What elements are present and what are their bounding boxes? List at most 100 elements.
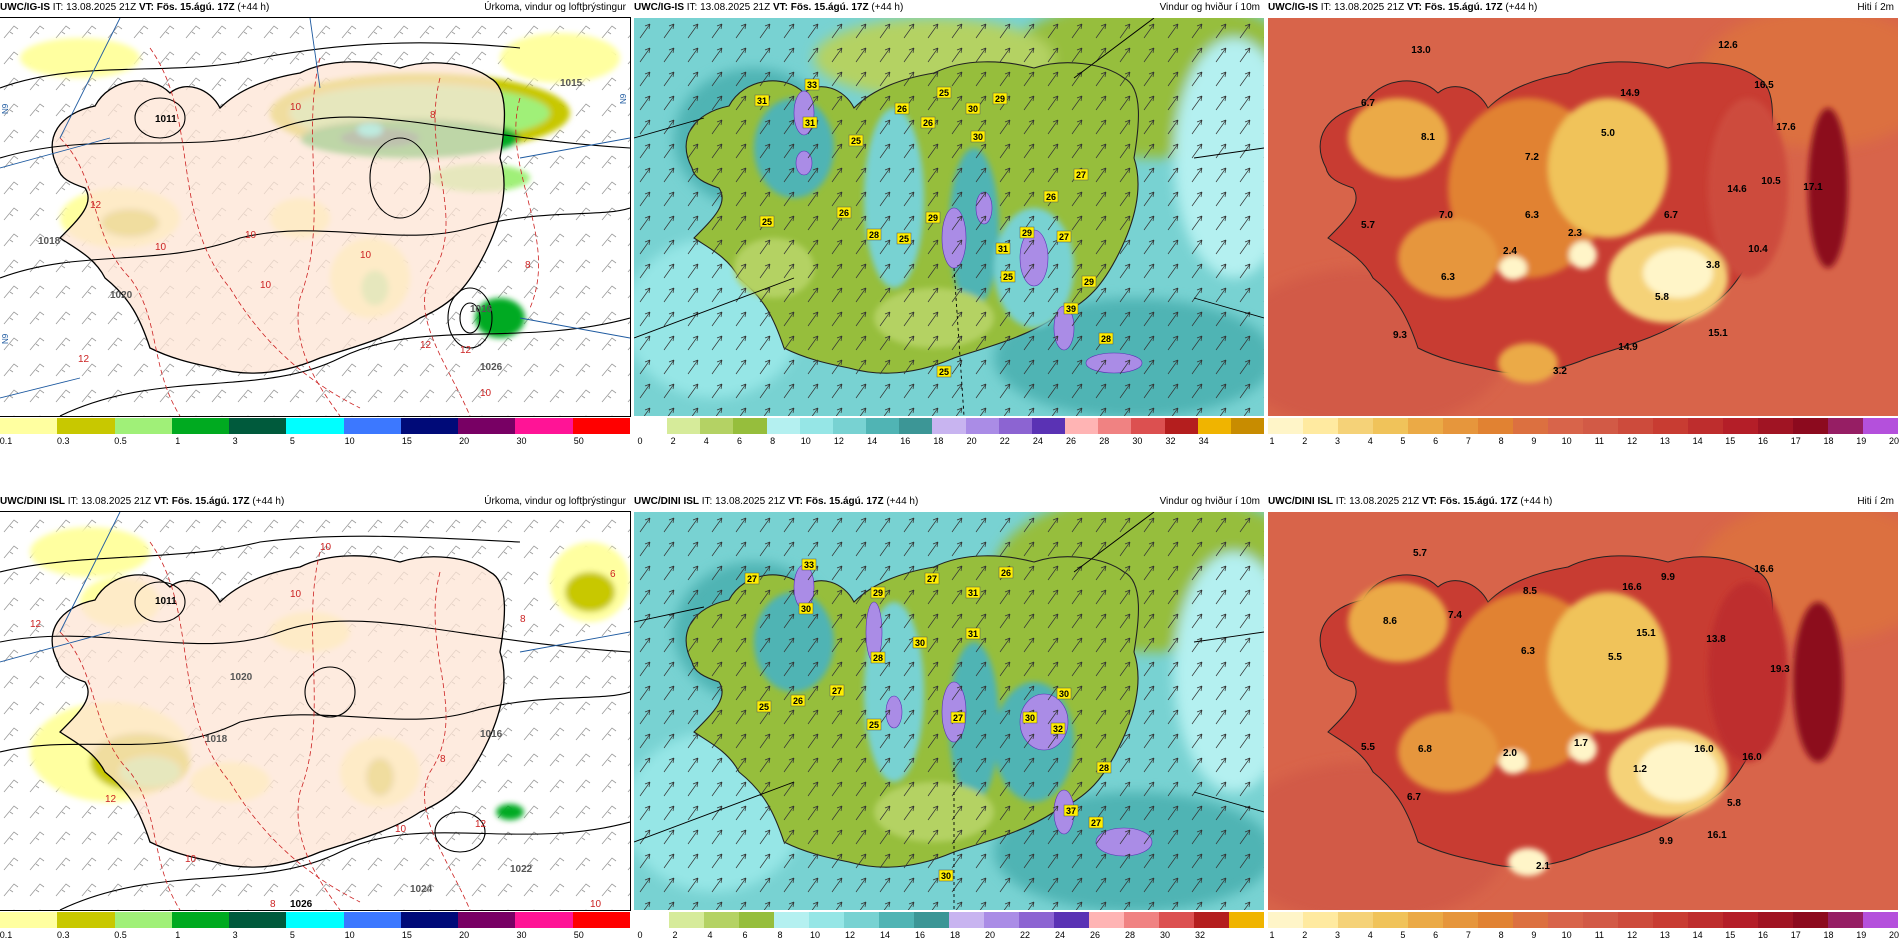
wind-labels: 33 27 30 29 27 31 26 31 28 30 25 26 27 25 30 27 30 32 28 37… [744, 558, 1112, 882]
temp-colorbar-ticks: 1 2 3 4 5 6 7 8 9 10 11 12 13 14 15 16 17 18 19 20 [1268, 930, 1899, 942]
precip-colorbar-ticks: 0.1 0.3 0.5 1 3 5 10 15 20 30 50 [0, 930, 630, 942]
temp-map: 5.7 9.9 16.6 8.5 16.6 7.4 8.6 5.5 15.1 13.8 6.3 19.… [1268, 512, 1898, 910]
colorbar-swatch [1793, 912, 1828, 928]
svg-text:26: 26 [793, 696, 803, 706]
svg-text:26: 26 [923, 118, 933, 128]
colorbar-swatch [1618, 418, 1653, 434]
colorbar-tick: 10 [800, 436, 811, 446]
colorbar-tick: 24 [1054, 930, 1066, 940]
wind-value-label: 30 [798, 602, 814, 615]
isobar-label: 1016 [480, 729, 503, 740]
lead-time: (+44 h) [1520, 496, 1553, 507]
colorbar-swatch [844, 912, 879, 928]
model-name: UWC/IG-IS [634, 2, 684, 13]
colorbar-swatch [1653, 912, 1688, 928]
colorbar-tick: 3 [1334, 930, 1340, 940]
colorbar-swatch [739, 912, 774, 928]
colorbar-tick: 22 [999, 436, 1010, 446]
colorbar-tick: 12 [1627, 930, 1638, 940]
graticule [0, 18, 630, 399]
colorbar-tick: 13 [1659, 436, 1670, 446]
temp-value-label: 5.8 [1727, 798, 1741, 809]
temp-value-label: 5.5 [1608, 652, 1622, 663]
isotherm-label: 10 [480, 388, 492, 399]
temp-value-label: 6.3 [1441, 272, 1455, 283]
colorbar-tick: 5 [289, 930, 295, 940]
isotherm-label: 12 [90, 200, 102, 211]
isobars [0, 42, 630, 416]
isotherm-label: 12 [78, 354, 90, 365]
wind-value-label: 25 [848, 134, 864, 147]
colorbar-tick: 12 [833, 436, 844, 446]
svg-text:27: 27 [747, 574, 757, 584]
temp-value-label: 6.3 [1521, 646, 1535, 657]
variable-title: Úrkoma, vindur og loftþrýstingur [484, 2, 626, 13]
temp-value-label: 14.6 [1727, 184, 1747, 195]
colorbar-swatch [572, 912, 630, 928]
temp-value-label: 2.4 [1503, 246, 1517, 257]
wind-value-label: 26 [790, 694, 806, 707]
colorbar-swatch [1089, 912, 1124, 928]
graticule [634, 512, 1264, 910]
isotherm-label: 10 [395, 824, 407, 835]
colorbar-tick: 14 [879, 930, 891, 940]
svg-text:25: 25 [869, 720, 879, 730]
colorbar-swatch [1197, 418, 1231, 434]
precip-map: 1011 1020 1026 1024 1022 1016 1018 12 10… [0, 511, 631, 911]
panel-header: UWC/DINI ISL IT: 13.08.2025 21Z VT: Fös.… [1268, 494, 1898, 510]
svg-text:28: 28 [1099, 763, 1109, 773]
wind-colorbar [634, 418, 1264, 434]
colorbar-swatch [515, 418, 573, 434]
colorbar-tick: 18 [933, 436, 944, 446]
colorbar-tick: 50 [573, 930, 584, 940]
colorbar-swatch [1863, 418, 1898, 434]
svg-text:31: 31 [968, 588, 978, 598]
colorbar-tick: 30 [1132, 436, 1143, 446]
colorbar-tick: 28 [1099, 436, 1110, 446]
colorbar-swatch [1019, 912, 1054, 928]
wind-value-label: 26 [920, 116, 936, 129]
isotherm-label: 8 [430, 110, 436, 121]
svg-text:25: 25 [759, 702, 769, 712]
isobar-label: 1018 [205, 734, 228, 745]
svg-text:37: 37 [1066, 806, 1076, 816]
colorbar-tick: 20 [1888, 436, 1900, 446]
colorbar-swatch [572, 418, 630, 434]
svg-text:28: 28 [1101, 334, 1111, 344]
wind-value-label: 27 [924, 572, 940, 585]
colorbar-swatch [1373, 418, 1408, 434]
svg-text:30: 30 [968, 104, 978, 114]
temp-value-label: 5.5 [1361, 742, 1375, 753]
colorbar-swatch [1828, 912, 1863, 928]
wind-value-label: 25 [936, 365, 952, 378]
temp-value-label: 16.0 [1742, 752, 1762, 763]
wind-value-label: 27 [1056, 230, 1072, 243]
svg-text:30: 30 [915, 638, 925, 648]
isobar-label: 1020 [230, 672, 253, 683]
colorbar-tick: 8 [770, 436, 776, 446]
temp-value-label: 16.1 [1707, 830, 1727, 841]
wind-value-label: 30 [970, 130, 986, 143]
colorbar-tick: 3 [232, 930, 238, 940]
wind-value-label: 31 [995, 242, 1011, 255]
colorbar-tick: 24 [1032, 436, 1043, 446]
colorbar-tick: 4 [703, 436, 709, 446]
wind-value-label: 27 [829, 684, 845, 697]
wind-map-svg: 33 31 31 25 26 25 26 30 29 30 27 26 25 28 29 25 29 31 26 25… [634, 18, 1264, 416]
valid-time: VT: Fös. 15.ágú. 17Z [153, 496, 250, 507]
svg-text:25: 25 [762, 217, 772, 227]
svg-text:26: 26 [1001, 568, 1011, 578]
colorbar-swatch [57, 418, 115, 434]
svg-text:27: 27 [1076, 170, 1086, 180]
colorbar-tick: 50 [573, 436, 584, 446]
colorbar-tick: 7 [1465, 930, 1471, 940]
variable-title: Vindur og hviður í 10m [1159, 496, 1260, 507]
variable-title: Hiti í 2m [1857, 496, 1894, 507]
colorbar-swatch [1723, 912, 1758, 928]
colorbar-swatch [634, 418, 668, 434]
colorbar-tick: 17 [1790, 436, 1801, 446]
svg-text:25: 25 [851, 136, 861, 146]
colorbar-tick: 12 [1627, 436, 1638, 446]
colorbar-swatch [229, 418, 287, 434]
wind-colorbar [634, 912, 1264, 928]
